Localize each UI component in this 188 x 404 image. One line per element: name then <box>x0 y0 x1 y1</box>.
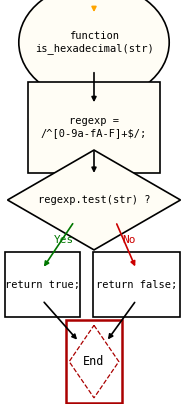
Text: End: End <box>83 355 105 368</box>
Text: regexp.test(str) ?: regexp.test(str) ? <box>38 195 150 205</box>
Text: return false;: return false; <box>96 280 177 290</box>
Text: Yes: Yes <box>54 236 74 245</box>
Ellipse shape <box>19 0 169 101</box>
Text: No: No <box>122 236 136 245</box>
FancyBboxPatch shape <box>93 252 180 318</box>
Polygon shape <box>8 150 180 250</box>
Text: function
is_hexadecimal(str): function is_hexadecimal(str) <box>35 31 153 54</box>
FancyBboxPatch shape <box>28 82 160 173</box>
FancyBboxPatch shape <box>5 252 80 318</box>
Text: regexp =
/^[0-9a-fA-F]+$/;: regexp = /^[0-9a-fA-F]+$/; <box>41 116 147 139</box>
Text: return true;: return true; <box>5 280 80 290</box>
FancyBboxPatch shape <box>66 320 122 403</box>
